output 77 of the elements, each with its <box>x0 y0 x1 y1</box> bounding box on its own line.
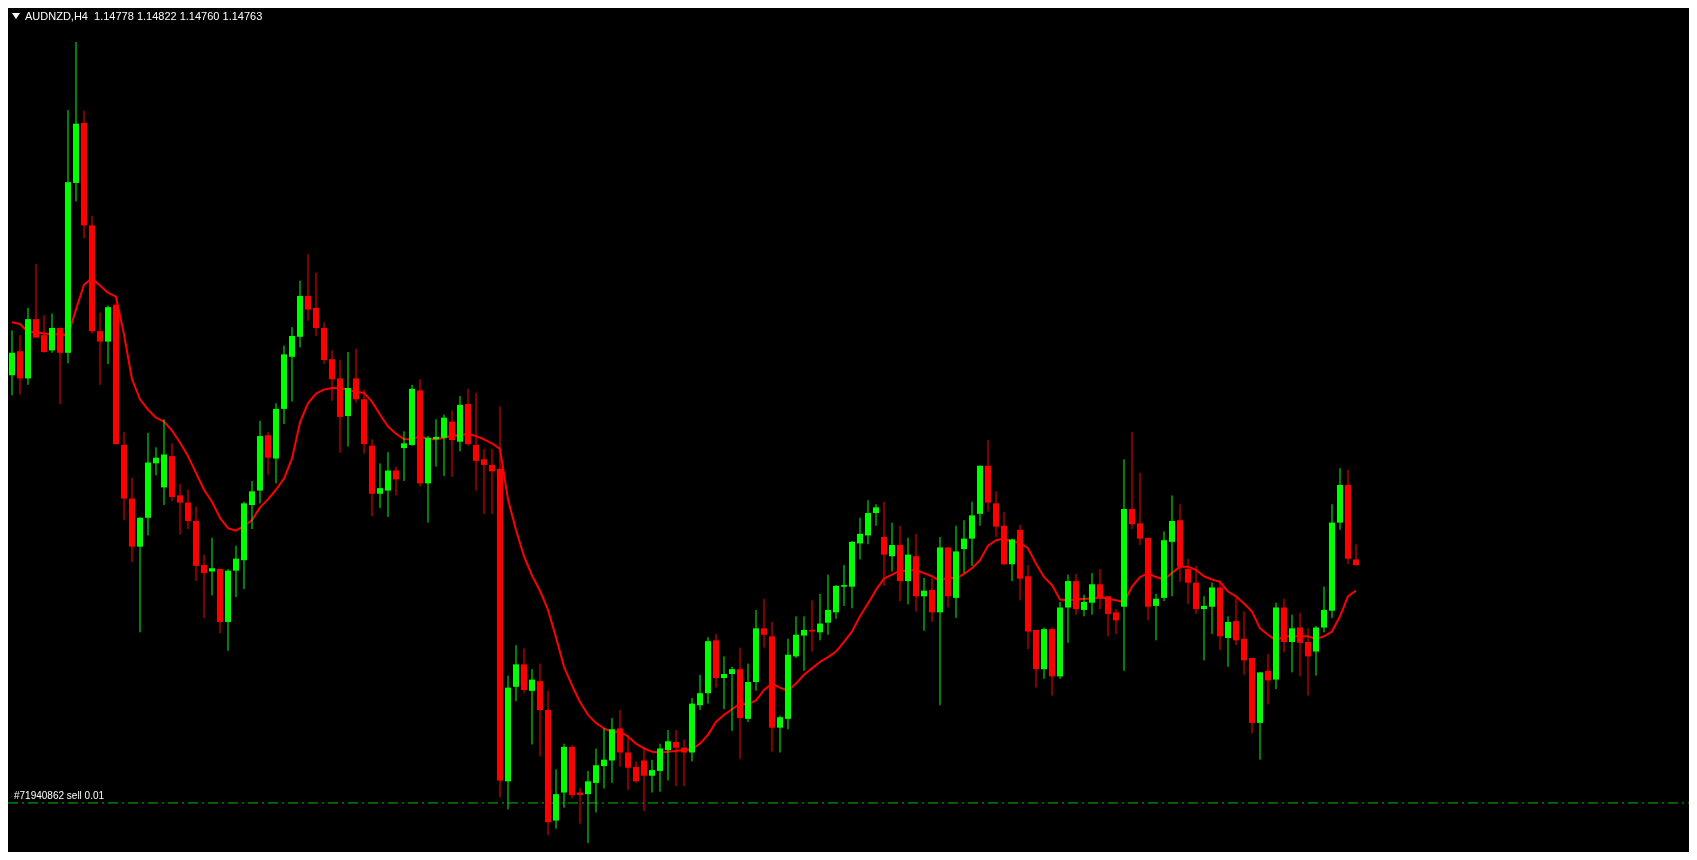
candlestick <box>1321 586 1327 633</box>
candlestick <box>961 519 967 574</box>
ref-line-label: #71940862 sell 0.01 <box>14 789 105 801</box>
candlestick <box>657 743 663 793</box>
candlestick <box>1225 615 1231 668</box>
candlestick <box>529 668 535 745</box>
candlestick <box>393 466 399 496</box>
candlestick <box>1169 494 1175 597</box>
candlestick <box>825 574 831 636</box>
candlestick <box>1201 595 1207 661</box>
candlestick <box>1097 568 1103 610</box>
candlestick <box>969 501 975 567</box>
candlestick <box>817 593 823 641</box>
candlestick <box>1153 593 1159 641</box>
candlestick <box>249 480 255 530</box>
candlestick <box>441 413 447 477</box>
candlestick <box>721 655 727 710</box>
candlestick <box>489 448 495 515</box>
candlestick <box>993 490 999 538</box>
candlestick <box>881 501 887 587</box>
candlestick <box>929 577 935 623</box>
candlestick <box>793 615 799 659</box>
candlestick <box>1089 572 1095 616</box>
candlestick <box>513 644 519 702</box>
candlestick <box>1241 611 1247 676</box>
candlestick <box>761 598 767 649</box>
candlestick <box>1185 558 1191 605</box>
candlestick <box>593 747 599 814</box>
candlestick <box>649 759 655 794</box>
candlestick <box>353 348 359 403</box>
candlestick <box>449 409 455 478</box>
candlestick <box>1297 612 1303 677</box>
candlestick <box>201 554 207 619</box>
candlestick <box>633 760 639 784</box>
candlestick <box>385 451 391 518</box>
candlestick <box>289 326 295 403</box>
candlestick <box>185 489 191 530</box>
candlestick <box>1113 608 1119 635</box>
candlestick <box>377 462 383 509</box>
candlestick <box>1137 472 1143 546</box>
candlestick <box>9 329 15 396</box>
candlestick <box>1289 614 1295 673</box>
candlestick <box>177 483 183 536</box>
candlestick <box>1233 597 1239 646</box>
candlestick <box>1081 594 1087 617</box>
candlestick <box>1209 582 1215 635</box>
candlestick <box>49 313 55 354</box>
candlestick <box>313 272 319 337</box>
candlestick <box>873 503 879 527</box>
candlestick <box>729 666 735 732</box>
candlestick <box>265 431 271 476</box>
candlestick <box>665 729 671 782</box>
candlestick <box>601 727 607 790</box>
candlestick <box>329 349 335 402</box>
candlestick <box>1265 653 1271 705</box>
chart-title: AUDNZD,H4 1.14778 1.14822 1.14760 1.14763 <box>25 10 263 22</box>
candlestick <box>1105 595 1111 637</box>
candlestick <box>857 517 863 560</box>
candlestick <box>1353 543 1359 567</box>
candlestick <box>809 599 815 653</box>
candlestick <box>481 448 487 515</box>
candlestick <box>585 770 591 843</box>
candlestick <box>233 545 239 598</box>
candlestick <box>97 312 103 386</box>
candlestick <box>41 314 47 354</box>
candlestick <box>401 430 407 482</box>
candlestick <box>841 564 847 607</box>
candlestick <box>305 253 311 322</box>
candlestick <box>473 392 479 492</box>
candlestick <box>801 615 807 672</box>
candlestick <box>1305 627 1311 697</box>
candlestick <box>209 537 215 596</box>
candlestick <box>777 715 783 753</box>
candlestick <box>865 499 871 545</box>
candlestick <box>889 522 895 572</box>
candlestick <box>697 674 703 711</box>
candlestick <box>1129 431 1135 530</box>
